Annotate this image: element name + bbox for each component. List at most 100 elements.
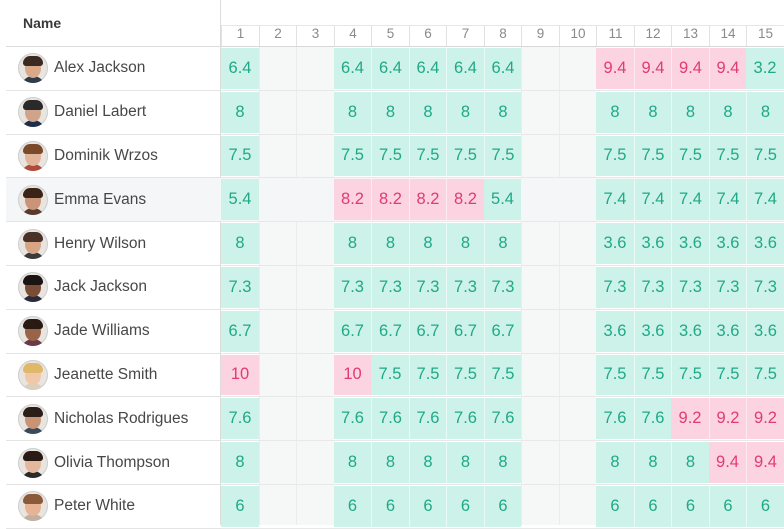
empty-cell[interactable] bbox=[521, 136, 559, 177]
workload-cell[interactable]: 6.7 bbox=[409, 310, 446, 352]
empty-cell[interactable] bbox=[559, 92, 596, 133]
empty-cell[interactable] bbox=[559, 136, 596, 177]
workload-cell[interactable]: 8 bbox=[634, 91, 671, 133]
workload-cell[interactable]: 8 bbox=[371, 91, 409, 133]
empty-cell[interactable] bbox=[521, 398, 559, 439]
workload-cell[interactable]: 3.6 bbox=[746, 310, 784, 352]
empty-cell[interactable] bbox=[259, 48, 296, 89]
empty-cell[interactable] bbox=[521, 92, 559, 133]
workload-cell[interactable]: 7.5 bbox=[746, 135, 784, 177]
workload-cell[interactable]: 8 bbox=[221, 223, 259, 264]
workload-cell[interactable]: 8 bbox=[371, 223, 409, 264]
day-column-header[interactable]: 5 bbox=[371, 26, 409, 46]
workload-cell[interactable]: 6.7 bbox=[371, 310, 409, 352]
workload-cell[interactable]: 6 bbox=[709, 486, 746, 527]
workload-cell[interactable]: 7.6 bbox=[634, 398, 671, 440]
name-column-header[interactable]: Name bbox=[23, 15, 62, 31]
workload-cell[interactable]: 6.4 bbox=[409, 48, 446, 89]
workload-cell[interactable]: 8 bbox=[446, 223, 484, 264]
workload-cell[interactable]: 7.3 bbox=[334, 267, 371, 308]
workload-cell[interactable]: 7.6 bbox=[596, 398, 634, 440]
workload-cell[interactable]: 7.3 bbox=[596, 267, 634, 308]
workload-cell[interactable]: 8 bbox=[671, 442, 709, 483]
workload-cell[interactable]: 7.6 bbox=[446, 398, 484, 440]
empty-cell[interactable] bbox=[259, 92, 296, 133]
empty-cell[interactable] bbox=[559, 223, 596, 264]
workload-cell[interactable]: 7.5 bbox=[634, 354, 671, 396]
workload-cell[interactable]: 6 bbox=[221, 486, 259, 527]
empty-cell[interactable] bbox=[259, 311, 296, 352]
empty-cell[interactable] bbox=[296, 48, 334, 89]
workload-cell[interactable]: 9.2 bbox=[709, 398, 746, 440]
empty-cell[interactable] bbox=[296, 136, 334, 177]
workload-cell[interactable]: 9.4 bbox=[671, 48, 709, 89]
empty-cell[interactable] bbox=[259, 442, 296, 483]
workload-cell[interactable]: 7.5 bbox=[596, 354, 634, 396]
workload-cell[interactable]: 8 bbox=[671, 91, 709, 133]
workload-cell[interactable]: 8 bbox=[484, 91, 521, 133]
empty-cell[interactable] bbox=[521, 442, 559, 483]
workload-cell[interactable]: 3.6 bbox=[709, 223, 746, 264]
empty-cell[interactable] bbox=[259, 179, 296, 220]
workload-cell[interactable]: 7.5 bbox=[371, 354, 409, 396]
workload-cell[interactable]: 8 bbox=[334, 442, 371, 483]
empty-cell[interactable] bbox=[259, 355, 296, 396]
empty-cell[interactable] bbox=[559, 398, 596, 439]
person-row[interactable]: Jeanette Smith bbox=[6, 354, 221, 398]
workload-cell[interactable]: 7.3 bbox=[709, 267, 746, 308]
workload-cell[interactable]: 7.5 bbox=[371, 135, 409, 177]
day-column-header[interactable]: 8 bbox=[484, 26, 521, 46]
workload-cell[interactable]: 8 bbox=[484, 223, 521, 264]
workload-cell[interactable]: 3.6 bbox=[596, 223, 634, 264]
workload-cell[interactable]: 7.4 bbox=[634, 179, 671, 221]
workload-cell[interactable]: 9.4 bbox=[596, 48, 634, 89]
day-column-header[interactable]: 7 bbox=[446, 26, 484, 46]
empty-cell[interactable] bbox=[521, 223, 559, 264]
workload-cell[interactable]: 9.2 bbox=[746, 398, 784, 440]
workload-cell[interactable]: 7.6 bbox=[484, 398, 521, 440]
empty-cell[interactable] bbox=[559, 48, 596, 89]
workload-cell[interactable]: 7.5 bbox=[596, 135, 634, 177]
workload-cell[interactable]: 6.4 bbox=[484, 48, 521, 89]
workload-cell[interactable]: 7.5 bbox=[484, 135, 521, 177]
workload-cell[interactable]: 6.4 bbox=[446, 48, 484, 89]
workload-cell[interactable]: 6 bbox=[484, 486, 521, 527]
person-row[interactable]: Nicholas Rodrigues bbox=[6, 397, 221, 442]
workload-cell[interactable]: 9.4 bbox=[709, 48, 746, 89]
workload-cell[interactable]: 8 bbox=[221, 442, 259, 483]
person-row[interactable]: Peter White bbox=[6, 485, 221, 529]
person-row[interactable]: Olivia Thompson bbox=[6, 441, 221, 485]
workload-cell[interactable]: 7.6 bbox=[334, 398, 371, 440]
empty-cell[interactable] bbox=[259, 398, 296, 439]
workload-cell[interactable]: 3.6 bbox=[671, 223, 709, 264]
workload-cell[interactable]: 3.6 bbox=[634, 223, 671, 264]
workload-cell[interactable]: 7.5 bbox=[634, 135, 671, 177]
workload-cell[interactable]: 7.6 bbox=[371, 398, 409, 440]
day-column-header[interactable]: 6 bbox=[409, 26, 446, 46]
empty-cell[interactable] bbox=[521, 48, 559, 89]
day-column-header[interactable]: 13 bbox=[671, 26, 709, 46]
empty-cell[interactable] bbox=[559, 355, 596, 396]
workload-cell[interactable]: 8 bbox=[409, 91, 446, 133]
workload-cell[interactable]: 7.3 bbox=[484, 267, 521, 308]
workload-cell[interactable]: 6.4 bbox=[334, 48, 371, 89]
empty-cell[interactable] bbox=[296, 311, 334, 352]
workload-cell[interactable]: 9.4 bbox=[709, 442, 746, 483]
workload-cell[interactable]: 7.4 bbox=[671, 179, 709, 221]
empty-cell[interactable] bbox=[296, 92, 334, 133]
empty-cell[interactable] bbox=[296, 223, 334, 264]
workload-cell[interactable]: 7.5 bbox=[671, 135, 709, 177]
day-column-header[interactable]: 4 bbox=[334, 26, 371, 46]
day-column-header[interactable]: 10 bbox=[559, 26, 596, 46]
workload-cell[interactable]: 7.4 bbox=[709, 179, 746, 221]
workload-cell[interactable]: 8.2 bbox=[334, 179, 371, 221]
workload-cell[interactable]: 7.4 bbox=[596, 179, 634, 221]
workload-cell[interactable]: 8 bbox=[484, 442, 521, 483]
workload-cell[interactable]: 7.5 bbox=[484, 354, 521, 396]
workload-cell[interactable]: 6 bbox=[596, 486, 634, 527]
workload-cell[interactable]: 6.7 bbox=[446, 310, 484, 352]
empty-cell[interactable] bbox=[296, 179, 334, 220]
workload-cell[interactable]: 6 bbox=[634, 486, 671, 527]
workload-cell[interactable]: 9.2 bbox=[671, 398, 709, 440]
workload-cell[interactable]: 3.6 bbox=[671, 310, 709, 352]
